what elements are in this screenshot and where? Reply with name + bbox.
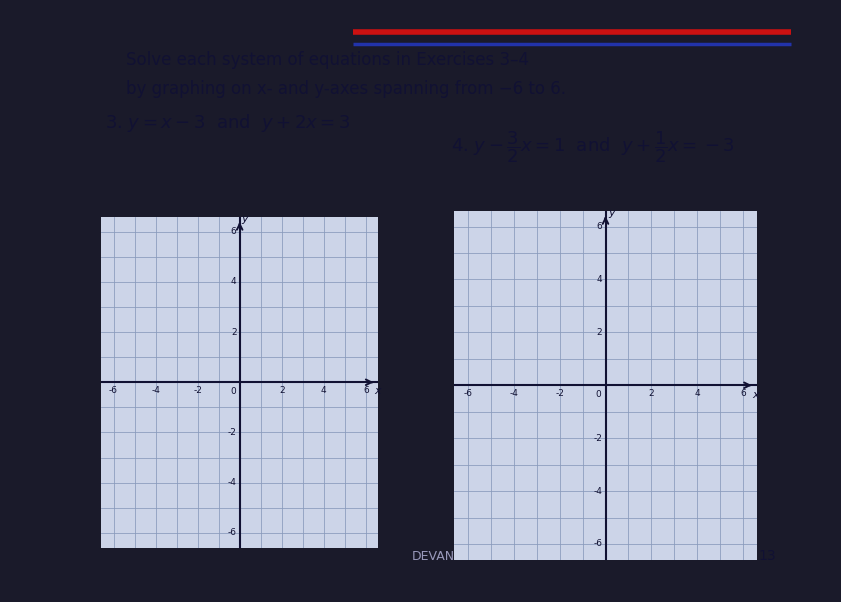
Text: y: y xyxy=(608,208,615,219)
Text: 4: 4 xyxy=(596,275,602,284)
Text: -4: -4 xyxy=(510,389,518,399)
Text: -6: -6 xyxy=(463,389,473,399)
Text: x: x xyxy=(374,386,381,396)
Text: y: y xyxy=(241,214,248,224)
Text: 6: 6 xyxy=(740,389,746,399)
Text: 4: 4 xyxy=(231,278,236,287)
Text: 4: 4 xyxy=(321,386,326,395)
Text: Solve each system of equations in Exercises 3–4: Solve each system of equations in Exerci… xyxy=(126,51,530,69)
Text: -6: -6 xyxy=(228,529,236,537)
Text: 6: 6 xyxy=(363,386,368,395)
Text: DEVANT: DEVANT xyxy=(412,550,463,563)
Text: -6: -6 xyxy=(109,386,118,395)
Text: -2: -2 xyxy=(228,428,236,437)
Text: 4. $y - \dfrac{3}{2}x = 1$  and  $y + \dfrac{1}{2}x = -3$: 4. $y - \dfrac{3}{2}x = 1$ and $y + \dfr… xyxy=(452,129,735,166)
Text: 4: 4 xyxy=(695,389,700,399)
Text: 2: 2 xyxy=(279,386,284,395)
Text: 2: 2 xyxy=(231,327,236,337)
Text: -4: -4 xyxy=(593,486,602,495)
Text: 2: 2 xyxy=(648,389,654,399)
Text: -2: -2 xyxy=(555,389,564,399)
Text: x: x xyxy=(753,389,759,400)
Text: 0: 0 xyxy=(230,386,235,396)
Text: 13: 13 xyxy=(759,549,776,563)
Text: 0: 0 xyxy=(595,390,601,399)
Text: -4: -4 xyxy=(151,386,160,395)
Text: 6: 6 xyxy=(230,228,236,236)
Text: by graphing on x- and y-axes spanning from −6 to 6.: by graphing on x- and y-axes spanning fr… xyxy=(126,79,567,98)
Text: 2: 2 xyxy=(596,328,602,337)
Text: -2: -2 xyxy=(193,386,202,395)
Text: 3. $y = x - 3$  and  $y + 2x = 3$: 3. $y = x - 3$ and $y + 2x = 3$ xyxy=(105,111,351,134)
Text: -2: -2 xyxy=(593,433,602,442)
Text: -6: -6 xyxy=(593,539,602,548)
Text: -4: -4 xyxy=(228,478,236,487)
Text: 6: 6 xyxy=(596,222,602,231)
